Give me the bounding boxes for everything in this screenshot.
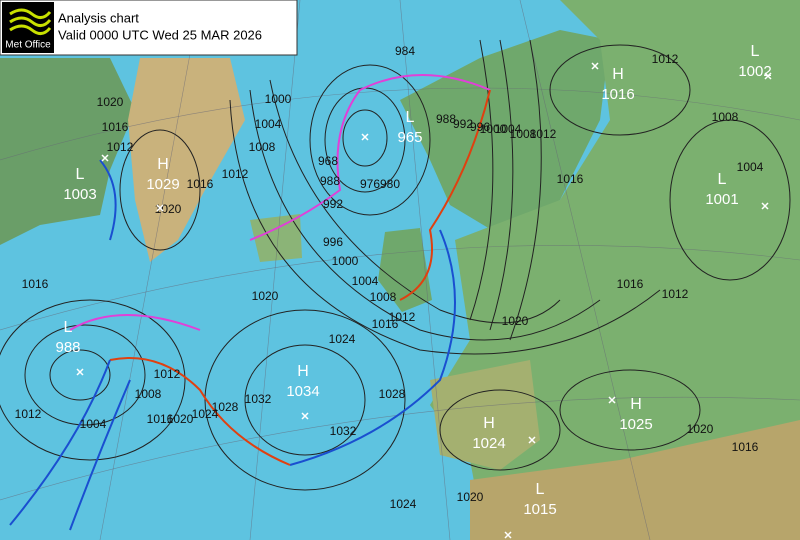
isobar-label: 1008 (370, 290, 397, 304)
centre-type: L (76, 166, 85, 183)
centre-type: L (64, 319, 73, 336)
isobar-label: 1032 (245, 392, 272, 406)
isobar-label: 1008 (135, 387, 162, 401)
isobar-label: 1012 (222, 167, 249, 181)
centre-pressure: 1015 (523, 501, 556, 518)
isobar-label: 1024 (329, 332, 356, 346)
centre-marker (361, 133, 369, 141)
centre-pressure: 1002 (738, 63, 771, 80)
isobar-label: 992 (453, 117, 473, 131)
centre-marker (301, 412, 309, 420)
isobar-label: 1012 (662, 287, 689, 301)
valid-time: Valid 0000 UTC Wed 25 MAR 2026 (58, 27, 262, 42)
centre-pressure: 1016 (601, 86, 634, 103)
isobar-label: 1004 (352, 274, 379, 288)
isobar-label: 1012 (652, 52, 679, 66)
isobar-label: 1016 (732, 440, 759, 454)
centre-type: H (612, 66, 624, 83)
centre-pressure: 1029 (146, 176, 179, 193)
isobar-label: 1016 (187, 177, 214, 191)
isobar-label: 976 (360, 177, 380, 191)
centre-type: L (406, 109, 415, 126)
centre-marker (591, 62, 599, 70)
isobar-label: 1028 (212, 400, 239, 414)
isobar-label: 1020 (97, 95, 124, 109)
isobar-label: 968 (318, 154, 338, 168)
centre-type: H (483, 415, 495, 432)
isobar-label: 1008 (712, 110, 739, 124)
isobar-label: 1016 (102, 120, 129, 134)
centre-pressure: 1025 (619, 416, 652, 433)
centre-marker (528, 436, 536, 444)
isobar-label: 1024 (192, 407, 219, 421)
isobar-label: 1004 (255, 117, 282, 131)
isobar-label: 988 (436, 112, 456, 126)
isobar-label: 1016 (557, 172, 584, 186)
isobar-label: 1028 (379, 387, 406, 401)
isobar-label: 1000 (480, 122, 507, 136)
logo-text: Met Office (5, 40, 51, 51)
centre-type: H (157, 156, 169, 173)
isobar-label: 1012 (15, 407, 42, 421)
isobar-label: 1032 (330, 424, 357, 438)
centre-marker (761, 202, 769, 210)
centre-type: L (751, 43, 760, 60)
fronts (9, 74, 491, 531)
chart-title: Analysis chart (58, 10, 139, 25)
isobar-label: 996 (323, 235, 343, 249)
centre-type: H (630, 396, 642, 413)
isobar-label: 1008 (510, 127, 537, 141)
isobar-label: 1020 (252, 289, 279, 303)
centre-marker (156, 204, 164, 212)
isobar-label: 988 (320, 174, 340, 188)
isobar-label: 980 (380, 177, 400, 191)
isobar-label: 1020 (687, 422, 714, 436)
centre-marker (504, 531, 512, 539)
isobar-label: 1012 (530, 127, 557, 141)
centre-marker (76, 368, 84, 376)
centre-pressure: 988 (55, 339, 80, 356)
isobar-label: 1020 (167, 412, 194, 426)
centre-marker (608, 396, 616, 404)
centre-type: L (536, 481, 545, 498)
isobar-label: 992 (323, 197, 343, 211)
isobar-label: 1004 (737, 160, 764, 174)
isobar-label: 1004 (495, 122, 522, 136)
logo-waves (9, 8, 52, 35)
centre-type: H (297, 363, 309, 380)
centre-marker (764, 72, 772, 80)
centre-pressure: 1024 (472, 435, 505, 452)
centre-type: L (718, 171, 727, 188)
isobar-label: 1008 (249, 140, 276, 154)
isobar-label: 1016 (617, 277, 644, 291)
header: Met Office Analysis chart Valid 0000 UTC… (0, 0, 298, 56)
isobar-label: 1012 (154, 367, 181, 381)
centre-pressure: 1001 (705, 191, 738, 208)
isobar-label: 984 (395, 44, 415, 58)
isobar-label: 1016 (147, 412, 174, 426)
isobar-label: 1012 (107, 140, 134, 154)
isobar-label: 1020 (502, 314, 529, 328)
isobar-label: 1004 (80, 417, 107, 431)
centre-pressure: 1003 (63, 186, 96, 203)
isobar-label: 1012 (389, 310, 416, 324)
centre-pressure: 1034 (286, 383, 319, 400)
isobar-label: 996 (470, 120, 490, 134)
centre-marker (101, 154, 109, 162)
isobar-label: 1000 (265, 92, 292, 106)
isobar-label: 1024 (390, 497, 417, 511)
isobar-label: 1020 (457, 490, 484, 504)
isobar-label: 1000 (332, 254, 359, 268)
isobar-label: 1016 (22, 277, 49, 291)
centre-pressure: 965 (397, 129, 422, 146)
isobar-label: 1016 (372, 317, 399, 331)
